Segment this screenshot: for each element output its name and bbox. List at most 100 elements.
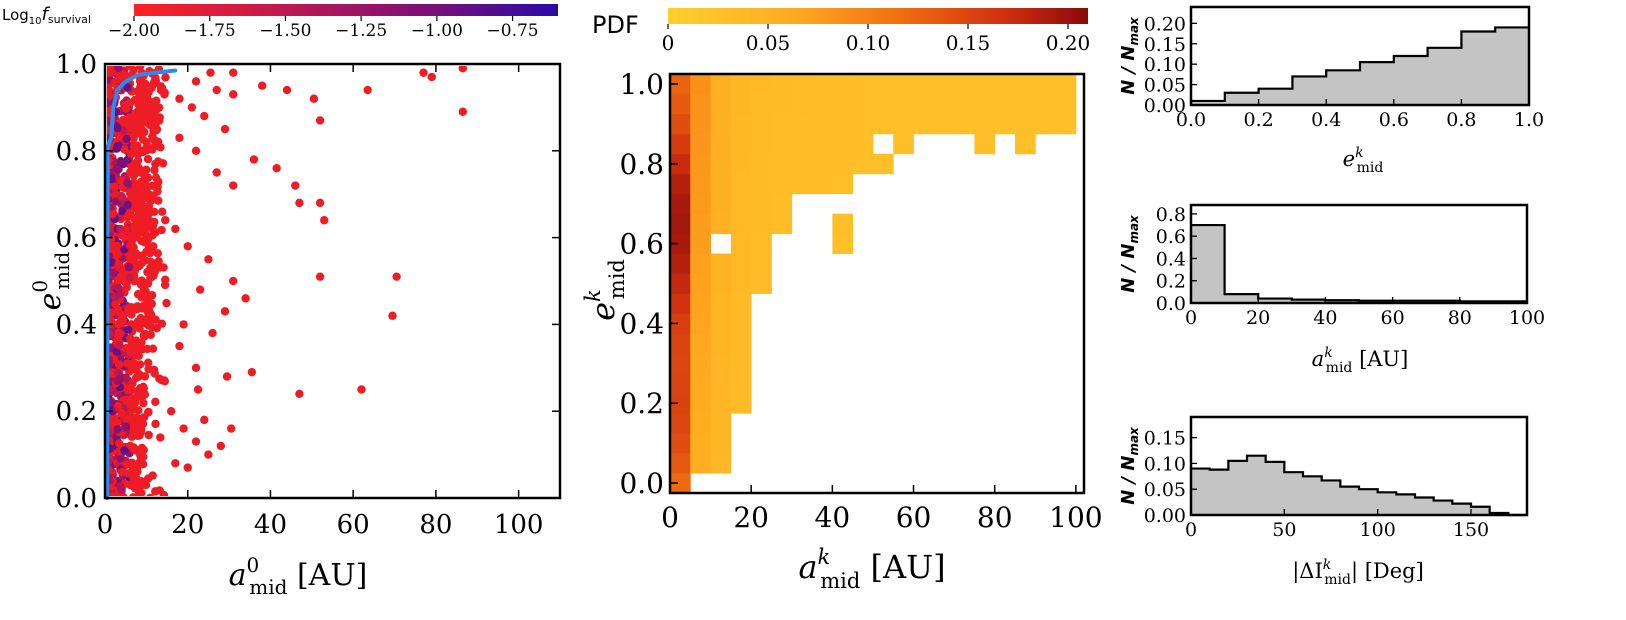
hist-i-y-tick-label: 0.10	[1144, 453, 1186, 475]
heatmap-cell	[791, 74, 813, 95]
scatter-point	[117, 467, 127, 477]
scatter-point	[118, 207, 127, 216]
heatmap-cell	[710, 313, 732, 334]
scatter-point	[148, 344, 158, 353]
scatter-point	[154, 257, 163, 266]
scatter-point	[139, 384, 149, 393]
heatmap-cell	[893, 93, 914, 115]
heatmap-cell	[872, 74, 894, 95]
scatter-point	[127, 303, 136, 312]
scatter-point	[247, 367, 257, 377]
scatter-point	[187, 103, 197, 112]
scatter-point	[151, 119, 160, 128]
hist-a-fill	[1191, 225, 1527, 303]
heatmap-cell	[751, 74, 772, 95]
scatter-point	[125, 254, 135, 263]
scatter-point	[229, 90, 238, 99]
heatmap-cell	[832, 233, 854, 254]
heatmap-x-axis-label: ak mid [AU]	[798, 545, 945, 593]
heatmap-cell	[832, 93, 854, 115]
scatter-point	[115, 75, 124, 85]
hist-i-y-tick-label: 0.15	[1144, 428, 1186, 450]
colorbar-survival-tick-label: −1.00	[411, 21, 463, 41]
heatmap-cell	[812, 113, 833, 135]
scatter-point	[128, 379, 137, 388]
heatmap-cell	[670, 293, 691, 314]
scatter-point	[130, 95, 140, 105]
scatter-point	[135, 321, 144, 330]
heatmap-cell	[670, 273, 691, 294]
scatter-point	[143, 474, 153, 483]
scatter-point	[114, 401, 123, 411]
heatmap-cell	[690, 393, 711, 414]
scatter-point	[200, 111, 209, 121]
heatmap-cell	[670, 253, 691, 274]
scatter-point	[144, 217, 153, 227]
scatter-point	[144, 88, 153, 97]
scatter-point	[128, 124, 137, 133]
heatmap-cell	[670, 313, 691, 334]
scatter-point	[151, 419, 160, 429]
scatter-point	[116, 482, 125, 491]
hist-i-x-tick-label: 150	[1453, 519, 1489, 541]
heatmap-cell	[690, 173, 711, 195]
heatmap-cell	[730, 313, 752, 334]
hist-a-step-line	[1191, 223, 1527, 303]
heatmap-cell	[974, 93, 996, 115]
heatmap-cell	[852, 113, 874, 135]
heatmap-y-tick-label: 1.0	[619, 68, 664, 101]
heatmap-cell	[670, 333, 691, 354]
heatmap-cell	[670, 233, 691, 254]
colorbar-survival-tick-label: −0.75	[487, 21, 539, 41]
heatmap-cell	[710, 193, 732, 215]
scatter-point	[126, 394, 136, 404]
scatter-point	[315, 272, 325, 281]
scatter-point	[143, 267, 152, 277]
scatter-point	[136, 89, 145, 98]
heatmap-cell	[730, 393, 752, 414]
hist-e-x-label: ek mid	[1343, 145, 1384, 176]
scatter-point	[117, 231, 127, 240]
heatmap-frame	[668, 72, 1086, 495]
scatter-point	[107, 258, 117, 267]
scatter-point	[179, 424, 188, 433]
heatmap-cell	[690, 313, 711, 334]
hist-a-x-tick-label: 20	[1246, 307, 1270, 329]
scatter-point	[108, 210, 117, 219]
heatmap-cell	[832, 213, 854, 235]
heatmap-cell	[730, 253, 752, 274]
scatter-point	[125, 113, 134, 122]
heatmap-cell	[710, 433, 732, 454]
hist-a-x-tick-label: 100	[1509, 307, 1545, 329]
heatmap-cell	[690, 93, 711, 115]
scatter-point	[156, 433, 165, 442]
scatter-point	[107, 387, 117, 396]
scatter-point	[107, 90, 113, 99]
scatter-point	[162, 298, 171, 308]
scatter-point	[135, 303, 144, 312]
heatmap-cell	[954, 93, 975, 115]
hist-e-x-tick-label: 0.4	[1311, 109, 1341, 131]
scatter-point	[144, 210, 153, 219]
scatter-point	[241, 294, 250, 303]
heatmap-cell	[690, 74, 711, 95]
scatter-point	[116, 272, 126, 281]
heatmap-x-tick-label: 100	[1049, 501, 1102, 534]
heatmap-cell	[690, 113, 711, 135]
scatter-point	[229, 276, 238, 286]
heatmap-cell	[730, 173, 752, 195]
scatter-point	[229, 68, 238, 77]
heatmap-cell	[710, 333, 732, 354]
heatmap-cell	[710, 153, 732, 175]
hist-e-y-tick-label: 0.15	[1144, 34, 1186, 56]
scatter-point	[158, 159, 168, 168]
scatter-point	[143, 358, 153, 367]
heatmap-cell	[690, 453, 711, 474]
heatmap-y-axis-label: ekmid	[581, 259, 629, 321]
scatter-point	[229, 181, 238, 190]
y-tick-label: 0.2	[56, 397, 97, 427]
scatter-point	[145, 307, 154, 316]
scatter-point	[107, 68, 114, 77]
scatter-point	[204, 450, 213, 459]
scatter-point	[131, 108, 140, 118]
